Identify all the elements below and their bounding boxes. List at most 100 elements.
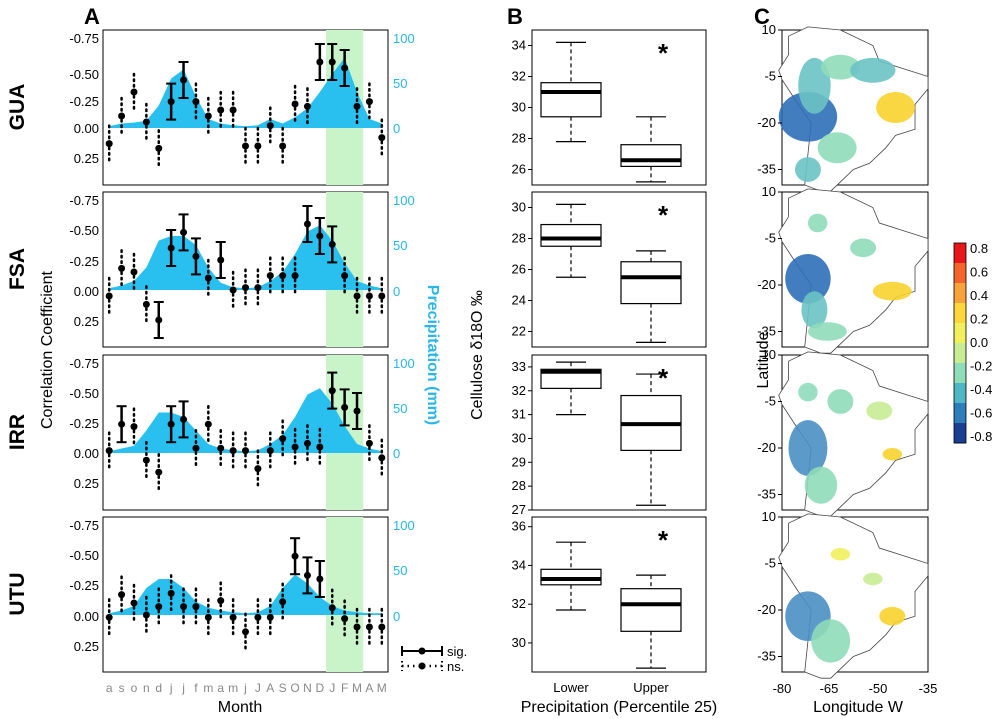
correlation-point: [303, 102, 311, 110]
correlation-patch: [882, 448, 903, 461]
month-label: F: [341, 681, 348, 695]
precip-tick: 50: [393, 76, 407, 91]
month-label: A: [365, 681, 373, 695]
lon-tick: -50: [869, 681, 888, 696]
boxplot-utu: 36 34 32 30 *: [512, 519, 682, 669]
ytick: 0.25: [74, 314, 99, 329]
colorbar-swatch: [954, 383, 966, 404]
box-ytick: 24: [512, 293, 526, 308]
panel-b: 3432302826*3028262422*33323130292827*363…: [469, 29, 718, 716]
correlation-point: [378, 134, 386, 142]
precip-tick: 100: [393, 193, 415, 208]
precip-tick: 0: [393, 284, 400, 299]
correlation-point: [303, 220, 311, 228]
month-label: S: [279, 681, 287, 695]
month-label: o: [131, 681, 138, 695]
correlation-point: [279, 272, 287, 280]
box-ytick: 32: [512, 383, 526, 398]
panel-b-x-label: Precipitation (Percentile 25): [521, 699, 718, 716]
site-label-gua: GUA: [6, 84, 29, 131]
correlation-point: [242, 284, 249, 292]
correlation-point: [291, 100, 299, 108]
colorbar-swatch: [954, 323, 966, 344]
precip-tick: 100: [393, 518, 415, 533]
colorbar-tick: -0.8: [970, 429, 992, 444]
ytick: -0.25: [69, 578, 99, 593]
correlation-point: [192, 444, 200, 452]
correlation-point: [105, 613, 113, 621]
panel-b-y-label: Cellulose δ18O ‰: [469, 290, 486, 420]
colorbar-swatch: [954, 283, 966, 304]
correlation-point: [130, 599, 138, 607]
correlation-patch: [785, 253, 831, 304]
panel-a-y2-label: Precipitation (mm): [424, 285, 441, 425]
correlation-patch: [872, 281, 912, 301]
correlation-point: [180, 603, 188, 611]
correlation-point: [341, 615, 349, 623]
month-label: a: [106, 681, 113, 695]
month-label: J: [329, 681, 335, 695]
boxplot-irr: 33 32 31 30 29 28 27 *: [512, 359, 682, 517]
lat-tick: -20: [757, 602, 776, 617]
group-label-upper: Upper: [633, 680, 669, 695]
correlation-point: [353, 102, 361, 110]
lat-tick: -5: [764, 69, 776, 84]
ytick: -0.50: [69, 223, 99, 238]
correlation-point: [254, 613, 262, 621]
precip-tick: 0: [393, 609, 400, 624]
correlation-point: [167, 244, 175, 252]
month-label: j: [181, 681, 185, 695]
colorbar-swatch: [954, 403, 966, 424]
box-ytick: 29: [512, 454, 526, 469]
lat-tick: 10: [762, 184, 776, 199]
correlation-patch: [820, 54, 860, 80]
correlation-patch: [798, 382, 818, 402]
correlation-patch: [807, 322, 847, 341]
box-iqr: [540, 368, 602, 389]
ytick: -0.50: [69, 548, 99, 563]
ytick: 0.25: [74, 151, 99, 166]
month-label: m: [228, 681, 238, 695]
precip-tick: 50: [393, 401, 407, 416]
correlation-point: [118, 420, 126, 428]
correlation-point: [118, 591, 126, 599]
correlation-point: [316, 58, 324, 66]
colorbar-tick: -0.6: [970, 406, 992, 421]
correlation-patch: [850, 238, 877, 258]
box-iqr: [620, 144, 682, 167]
correlation-patch: [811, 619, 851, 663]
correlation-point: [254, 284, 262, 292]
correlation-patch: [807, 213, 828, 233]
legend-ns-label: ns.: [447, 659, 464, 674]
month-label: N: [303, 681, 312, 695]
lat-tick: -20: [757, 277, 776, 292]
correlation-point: [192, 603, 200, 611]
correlation-patch: [817, 132, 857, 164]
lat-tick: -20: [757, 440, 776, 455]
correlation-point: [217, 597, 225, 605]
box-ytick: 28: [512, 231, 526, 246]
box-ytick: 32: [512, 69, 526, 84]
month-label: J: [255, 681, 261, 695]
group-label-lower: Lower: [553, 680, 589, 695]
box-ytick: 26: [512, 262, 526, 277]
precipitation-area: [109, 57, 382, 128]
correlation-point: [105, 292, 113, 300]
correlation-point: [180, 415, 188, 423]
correlation-point: [378, 292, 386, 300]
colorbar-swatch: [954, 423, 966, 444]
correlation-point: [328, 604, 336, 612]
ytick: -0.75: [69, 356, 99, 371]
precip-tick: 100: [393, 31, 415, 46]
month-label: m: [203, 681, 213, 695]
colorbar-tick: 0.4: [970, 288, 988, 303]
correlation-patch: [879, 606, 906, 626]
colorbar-tick: 0.2: [970, 312, 988, 327]
colorbar-tick: 0.6: [970, 265, 988, 280]
significance-star: *: [658, 363, 669, 393]
panel-a-y2ticks: 100 50 0 100 50 0 100 50 0 100 50 0: [393, 31, 415, 624]
colorbar-swatch: [954, 263, 966, 284]
correlation-point: [279, 598, 287, 606]
correlation-point: [341, 403, 349, 411]
correlation-point: [291, 272, 299, 280]
